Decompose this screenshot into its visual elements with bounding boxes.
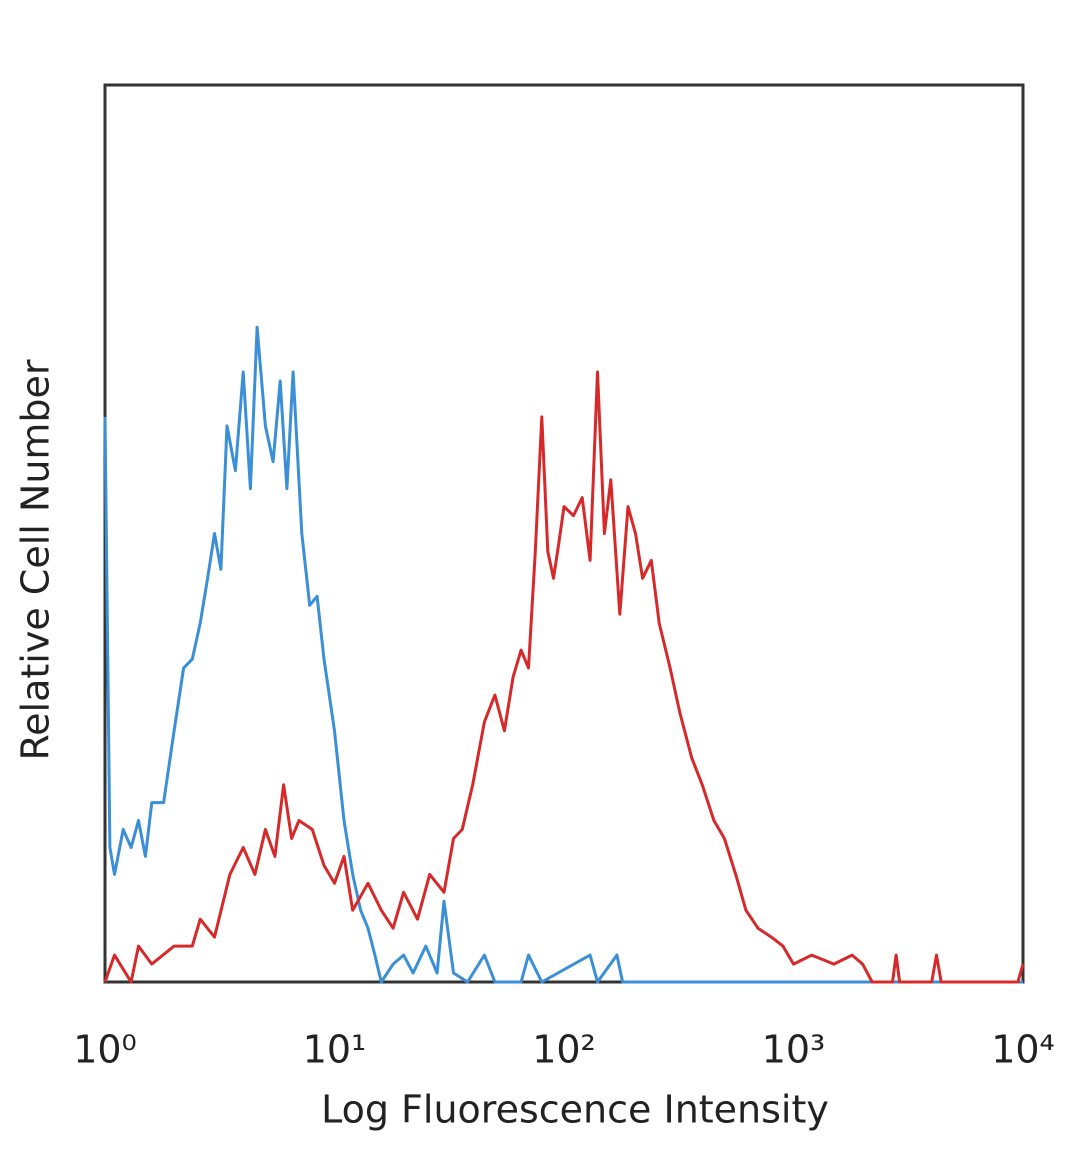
x-tick-label: 10³ [762,1028,826,1072]
histogram-line [103,370,1025,984]
x-tick-label: 10⁴ [991,1028,1055,1072]
x-axis-label: Log Fluorescence Intensity [321,1088,829,1132]
x-tick-label: 10¹ [303,1028,367,1072]
x-tick-label: 10² [532,1028,596,1072]
x-tick-label: 10⁰ [73,1028,137,1072]
y-axis-label: Relative Cell Number [14,359,58,760]
histogram-line [103,325,1023,984]
